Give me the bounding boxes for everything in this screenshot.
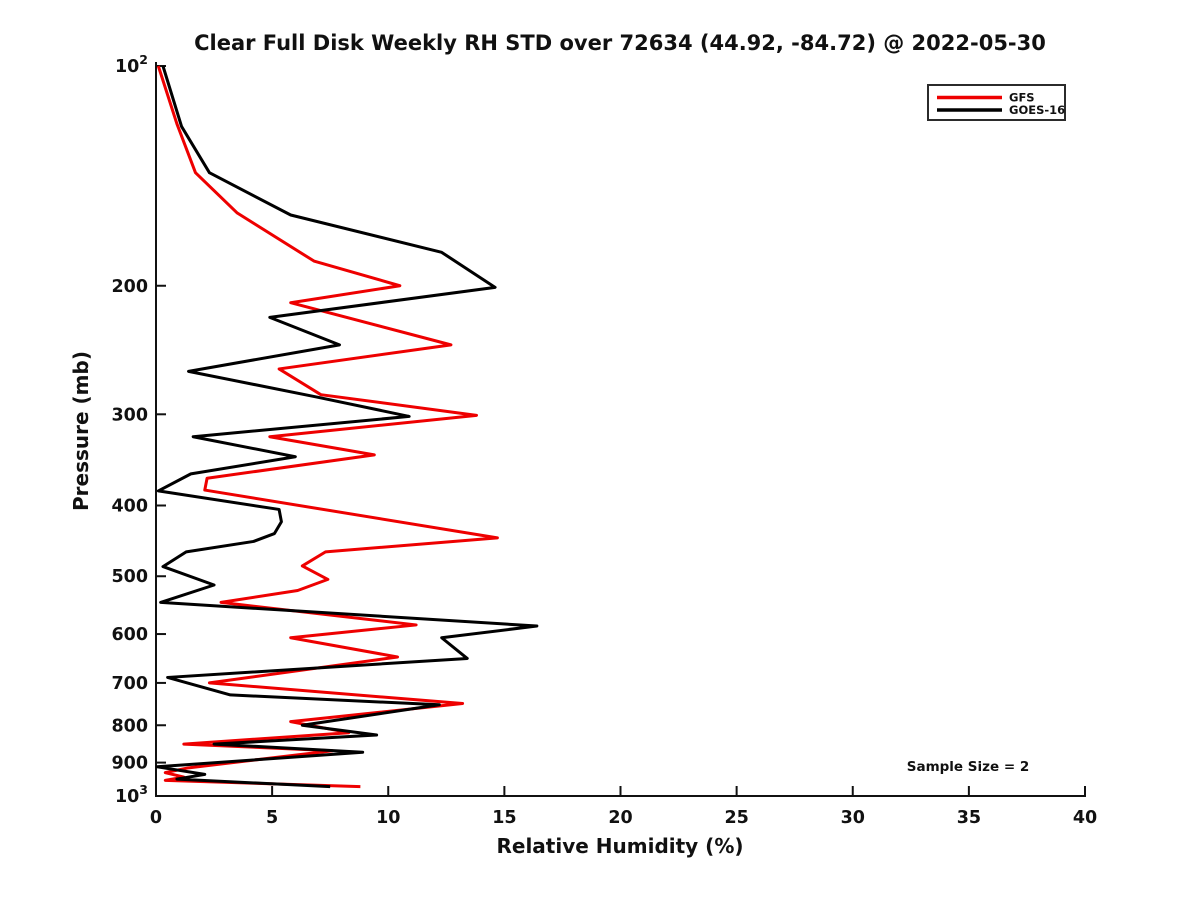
x-tick-label: 35: [957, 808, 981, 828]
series-line-goes-16: [155, 65, 539, 789]
x-tick-label: 0: [150, 808, 162, 828]
y-tick-label: 300: [111, 405, 148, 425]
legend-label-gfs: GFS: [1009, 91, 1035, 105]
legend-label-goes16: GOES-16: [1009, 103, 1065, 117]
x-tick-label: 40: [1073, 808, 1097, 828]
x-tick-label: 5: [266, 808, 278, 828]
x-tick-label: 25: [724, 808, 748, 828]
y-tick-label: 102: [115, 52, 148, 77]
x-tick-label: 20: [608, 808, 632, 828]
legend-box: [927, 84, 1066, 121]
chart-title: Clear Full Disk Weekly RH STD over 72634…: [194, 31, 1046, 55]
y-tick-label: 103: [115, 782, 148, 807]
series-layer: [155, 65, 539, 789]
y-axis-label: Pressure (mb): [69, 351, 93, 511]
y-tick-label: 800: [111, 716, 148, 736]
legend: GFS GOES-16: [927, 84, 1066, 121]
x-tick-label: 15: [492, 808, 516, 828]
x-tick-label: 30: [841, 808, 865, 828]
y-tick-label: 900: [111, 754, 148, 774]
x-tick-label: 10: [376, 808, 400, 828]
y-tick-label: 600: [111, 625, 148, 645]
y-tick-label: 700: [111, 674, 148, 694]
y-tick-label: 400: [111, 497, 148, 517]
sample-size-annotation: Sample Size = 2: [907, 759, 1030, 775]
y-tick-label: 500: [111, 567, 148, 587]
x-axis-label: Relative Humidity (%): [496, 834, 743, 858]
y-tick-label: 200: [111, 277, 148, 297]
